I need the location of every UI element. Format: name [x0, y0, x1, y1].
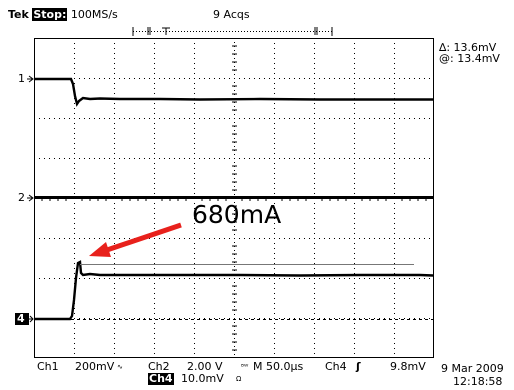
annotation-arrow — [89, 222, 182, 257]
ch4-marker-label: 4 — [17, 312, 25, 325]
run-state-badge[interactable]: Stop: — [32, 8, 68, 21]
scope-header: Tek Stop: 100MS/s — [8, 8, 118, 21]
ch4-trace — [35, 260, 434, 321]
ch4-scale: 10.0mV — [181, 372, 224, 385]
ch4-label[interactable]: Ch4 — [148, 372, 174, 385]
ch1-ground-marker[interactable] — [27, 75, 34, 83]
ch2-scale: 2.00 V — [187, 360, 223, 373]
timebase-readout: M 50.0µs — [253, 360, 304, 373]
ch4-impedance-icon: Ω — [236, 375, 242, 383]
cursor-position-readout: @: 13.4mV — [439, 52, 500, 65]
ch2-ground-marker[interactable] — [27, 194, 34, 202]
ch1-label[interactable]: Ch1 — [37, 360, 59, 373]
trigger-position-marker[interactable] — [162, 27, 170, 35]
trigger-slope-icon: ʃ — [356, 360, 361, 373]
brand-label: Tek — [8, 8, 29, 21]
ch1-marker-label: 1 — [18, 72, 25, 85]
ch4-ground-marker[interactable] — [15, 313, 34, 325]
trigger-level: 9.8mV — [390, 360, 426, 373]
ch2-bandwidth-icon: ᴮᵂ — [241, 363, 249, 371]
ch1-scale: 200mV — [75, 360, 115, 373]
sample-rate: 100MS/s — [70, 8, 118, 21]
trigger-channel: Ch4 — [325, 360, 347, 373]
acquisition-count: 9 Acqs — [213, 8, 250, 21]
ch1-trace — [35, 77, 433, 107]
ch2-marker-label: 2 — [18, 191, 25, 204]
capture-date: 9 Mar 2009 — [441, 362, 504, 375]
current-annotation-label: 680mA — [192, 200, 282, 229]
ch1-coupling-icon: ∿ — [117, 363, 123, 371]
capture-time: 12:18:58 — [453, 375, 503, 388]
cursor-delta-readout: ∆: 13.6mV — [439, 41, 497, 54]
ch2-label[interactable]: Ch2 — [148, 360, 170, 373]
